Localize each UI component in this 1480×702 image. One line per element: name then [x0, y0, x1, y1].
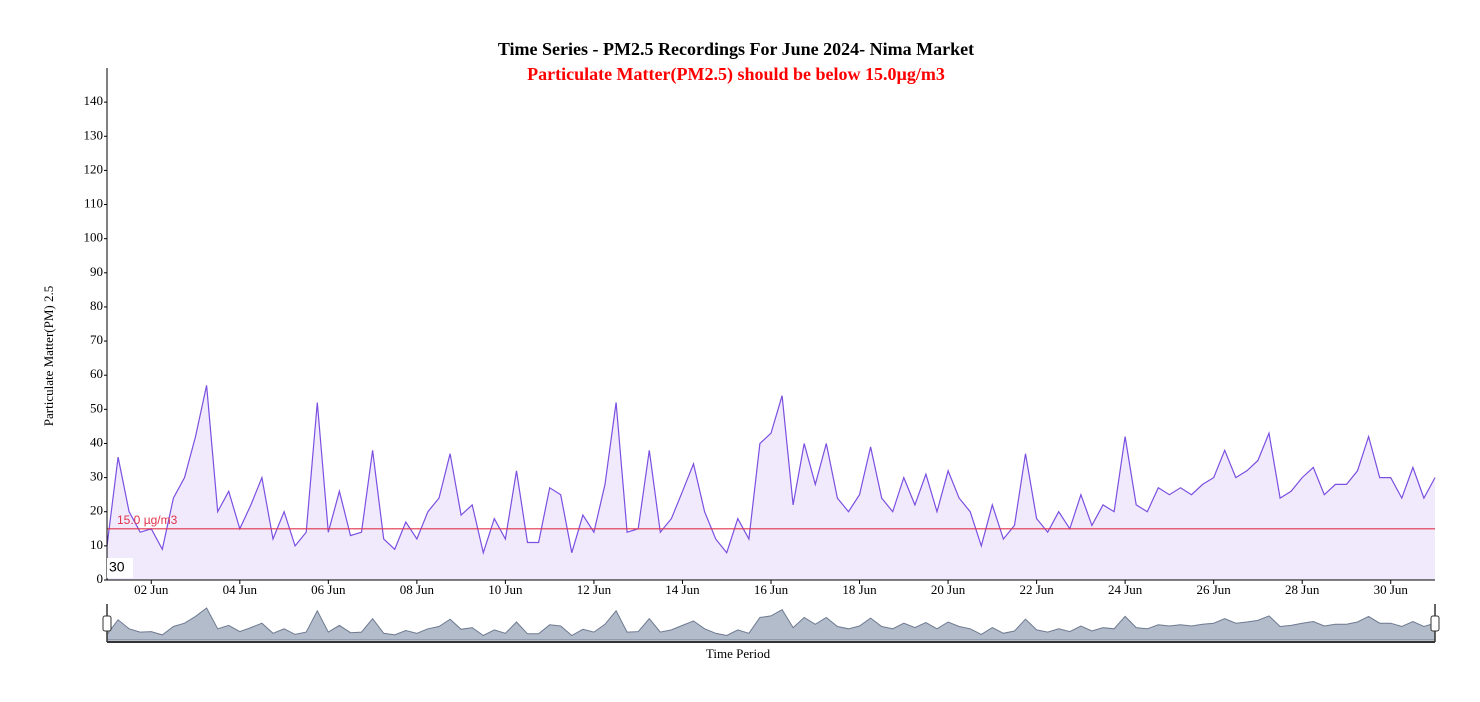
- x-tick-label: 08 Jun: [400, 582, 435, 597]
- navigator-handle[interactable]: [102, 615, 112, 632]
- x-tick-label: 18 Jun: [842, 582, 877, 597]
- y-tick-label: 40: [90, 434, 103, 449]
- y-tick-label: 140: [84, 93, 104, 108]
- x-axis-label: Time Period: [706, 646, 771, 661]
- x-tick-label: 04 Jun: [223, 582, 258, 597]
- chart-title: Time Series - PM2.5 Recordings For June …: [498, 39, 974, 59]
- x-tick-label: 14 Jun: [665, 582, 700, 597]
- area: [107, 385, 1435, 580]
- x-tick-label: 20 Jun: [931, 582, 966, 597]
- x-tick-label: 26 Jun: [1197, 582, 1232, 597]
- x-tick-label: 24 Jun: [1108, 582, 1143, 597]
- x-tick-label: 30 Jun: [1374, 582, 1409, 597]
- y-tick-label: 30: [90, 469, 103, 484]
- x-tick-label: 06 Jun: [311, 582, 346, 597]
- x-tick-label: 12 Jun: [577, 582, 612, 597]
- y-tick-label: 50: [90, 400, 103, 415]
- y-tick-label: 110: [84, 196, 103, 211]
- x-tick-label: 22 Jun: [1019, 582, 1054, 597]
- range-label-box: [107, 558, 133, 578]
- x-tick-label: 28 Jun: [1285, 582, 1320, 597]
- y-tick-label: 10: [90, 537, 103, 552]
- navigator-handle[interactable]: [1430, 615, 1440, 632]
- y-tick-label: 20: [90, 503, 103, 518]
- x-tick-label: 02 Jun: [134, 582, 169, 597]
- y-tick-label: 0: [97, 571, 104, 586]
- y-tick-label: 130: [84, 127, 104, 142]
- y-tick-label: 70: [90, 332, 103, 347]
- threshold-label: 15.0 µg/m3: [117, 513, 178, 527]
- y-tick-label: 90: [90, 264, 103, 279]
- y-tick-label: 60: [90, 366, 103, 381]
- chart-subtitle: Particulate Matter(PM2.5) should be belo…: [527, 64, 945, 85]
- x-tick-label: 16 Jun: [754, 582, 789, 597]
- navigator-area: [106, 607, 1436, 641]
- y-tick-label: 100: [84, 230, 104, 245]
- x-tick-label: 10 Jun: [488, 582, 523, 597]
- y-tick-label: 80: [90, 298, 103, 313]
- range-label: 30: [109, 559, 125, 575]
- y-tick-label: 120: [84, 161, 104, 176]
- y-axis-label: Particulate Matter(PM) 2.5: [41, 286, 56, 426]
- line: [106, 385, 1436, 555]
